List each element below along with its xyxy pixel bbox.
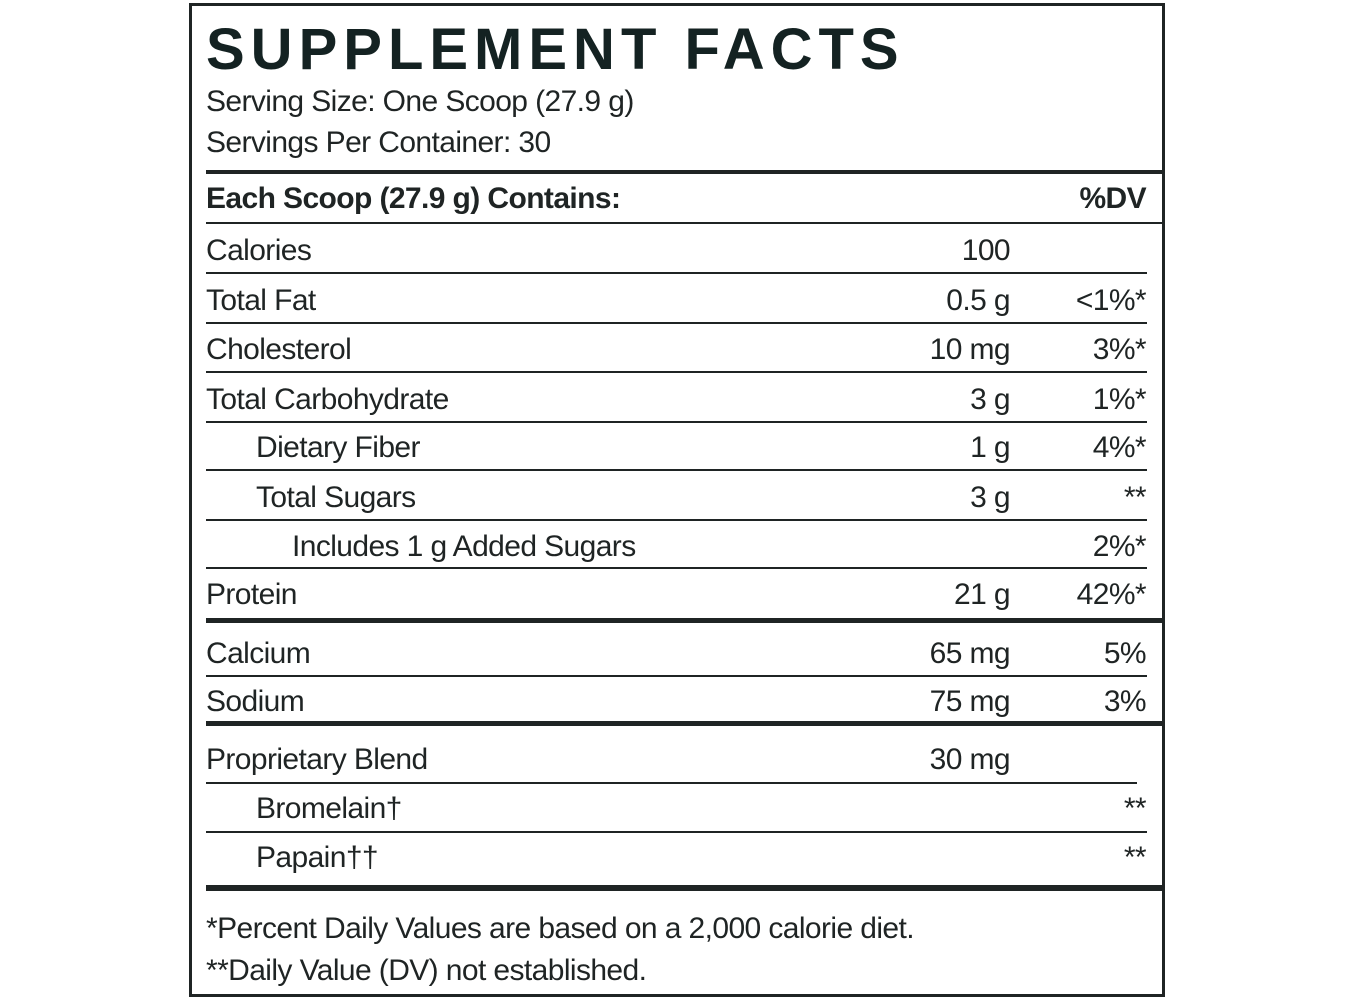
title: SUPPLEMENT FACTS bbox=[206, 17, 905, 82]
nutrient-name: Total Fat bbox=[206, 284, 316, 317]
daily-value: ** bbox=[1123, 841, 1147, 874]
daily-value: 1%* bbox=[1092, 383, 1147, 416]
nutrient-row: Total Sugars 3 g ** bbox=[206, 474, 1147, 522]
daily-value: 3% bbox=[1103, 685, 1147, 718]
amount: 10 mg bbox=[929, 333, 1011, 366]
amount: 0.5 g bbox=[946, 284, 1010, 317]
daily-value: 2%* bbox=[1092, 530, 1147, 563]
nutrient-row: Dietary Fiber 1 g 4%* bbox=[206, 424, 1147, 472]
nutrient-row: Papain†† ** bbox=[206, 834, 1147, 882]
nutrient-name: Total Carbohydrate bbox=[206, 383, 449, 416]
nutrient-name: Cholesterol bbox=[206, 333, 352, 366]
divider bbox=[206, 567, 1147, 569]
supplement-facts-panel: SUPPLEMENT FACTS Serving Size: One Scoop… bbox=[189, 3, 1165, 997]
divider bbox=[206, 272, 1147, 274]
amount: 100 bbox=[961, 234, 1011, 267]
divider bbox=[206, 170, 1162, 174]
divider bbox=[206, 675, 1147, 677]
divider bbox=[206, 322, 1147, 324]
nutrient-name: Calories bbox=[206, 234, 312, 267]
nutrient-row: Includes 1 g Added Sugars 2%* bbox=[206, 523, 1147, 571]
daily-value: <1%* bbox=[1075, 284, 1147, 317]
nutrient-name: Sodium bbox=[206, 685, 305, 718]
serving-size: Serving Size: One Scoop (27.9 g) bbox=[206, 85, 634, 118]
nutrient-row: Cholesterol 10 mg 3%* bbox=[206, 326, 1147, 374]
nutrient-name: Total Sugars bbox=[256, 481, 416, 514]
nutrient-name: Calcium bbox=[206, 637, 311, 670]
nutrient-name: Protein bbox=[206, 578, 297, 611]
nutrient-name: Bromelain† bbox=[256, 792, 402, 825]
amount: 3 g bbox=[970, 481, 1011, 514]
nutrient-row: Proprietary Blend 30 mg bbox=[206, 736, 1147, 784]
nutrient-row: Total Fat 0.5 g <1%* bbox=[206, 277, 1147, 325]
amount: 21 g bbox=[954, 578, 1011, 611]
amount: 1 g bbox=[970, 431, 1011, 464]
nutrient-row: Sodium 75 mg 3% bbox=[206, 678, 1147, 726]
footnote: **Daily Value (DV) not established. bbox=[206, 954, 647, 987]
footnote: *Percent Daily Values are based on a 2,0… bbox=[206, 912, 915, 945]
nutrient-name: Includes 1 g Added Sugars bbox=[292, 530, 636, 563]
nutrient-name: Papain†† bbox=[256, 841, 379, 874]
divider bbox=[206, 421, 1147, 423]
divider bbox=[206, 831, 1147, 833]
nutrient-name: Dietary Fiber bbox=[256, 431, 421, 464]
nutrient-row: Calcium 65 mg 5% bbox=[206, 630, 1147, 678]
header-row: Each Scoop (27.9 g) Contains: %DV bbox=[206, 175, 1147, 223]
amount: 30 mg bbox=[929, 743, 1011, 776]
nutrient-row: Protein 21 g 42%* bbox=[206, 571, 1147, 619]
daily-value: 42%* bbox=[1076, 578, 1147, 611]
header-dv: %DV bbox=[1079, 182, 1146, 215]
nutrient-name: Proprietary Blend bbox=[206, 743, 428, 776]
divider bbox=[206, 721, 1162, 726]
servings-per-container: Servings Per Container: 30 bbox=[206, 126, 551, 159]
daily-value: 4%* bbox=[1092, 431, 1147, 464]
daily-value: 5% bbox=[1103, 637, 1147, 670]
amount: 75 mg bbox=[929, 685, 1011, 718]
nutrient-row: Bromelain† ** bbox=[206, 785, 1147, 833]
amount: 65 mg bbox=[929, 637, 1011, 670]
daily-value: ** bbox=[1123, 792, 1147, 825]
divider bbox=[206, 885, 1162, 891]
divider bbox=[206, 371, 1147, 373]
nutrient-row: Calories 100 bbox=[206, 227, 1147, 275]
daily-value: 3%* bbox=[1092, 333, 1147, 366]
amount: 3 g bbox=[970, 383, 1011, 416]
divider bbox=[206, 519, 1147, 521]
divider bbox=[206, 469, 1147, 471]
daily-value: ** bbox=[1123, 481, 1147, 514]
divider bbox=[206, 782, 1137, 784]
nutrient-row: Total Carbohydrate 3 g 1%* bbox=[206, 376, 1147, 424]
header-label: Each Scoop (27.9 g) Contains: bbox=[206, 182, 621, 215]
divider bbox=[206, 618, 1162, 623]
divider bbox=[206, 222, 1162, 224]
